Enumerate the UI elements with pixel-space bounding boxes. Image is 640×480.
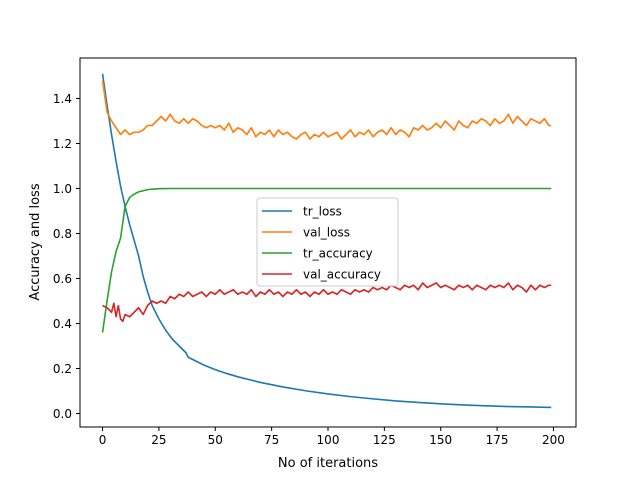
- x-tick-label: 0: [99, 433, 107, 447]
- legend-label-val_accuracy: val_accuracy: [303, 268, 381, 282]
- series-line-tr_loss: [101, 73, 552, 409]
- legend-label-val_loss: val_loss: [303, 226, 350, 240]
- series-line-tr_accuracy: [101, 187, 552, 333]
- y-tick-label: 1.4: [53, 92, 72, 106]
- series-line-val_loss: [101, 80, 552, 140]
- y-tick-label: 1.2: [53, 137, 72, 151]
- plot-frame: [79, 57, 577, 428]
- legend: tr_loss val_loss tr_accuracy val_accuracy: [256, 197, 399, 287]
- x-tick-label: 25: [151, 433, 166, 447]
- y-tick-label: 0.4: [53, 317, 72, 331]
- y-axis-ticks: 0.0 0.2 0.4 0.6 0.8 1.0 1.2 1.4: [53, 92, 80, 421]
- x-axis-label: No of iterations: [278, 456, 378, 471]
- series-layer: [101, 73, 552, 409]
- y-tick-label: 1.0: [53, 182, 72, 196]
- x-tick-label: 50: [208, 433, 223, 447]
- x-tick-label: 100: [317, 433, 340, 447]
- legend-box: [256, 197, 399, 287]
- y-axis-label: Accuracy and loss: [28, 183, 43, 300]
- y-tick-label: 0.2: [53, 362, 72, 376]
- x-tick-label: 75: [264, 433, 279, 447]
- x-tick-label: 150: [429, 433, 452, 447]
- y-tick-label: 0.0: [53, 407, 72, 421]
- x-tick-label: 175: [486, 433, 509, 447]
- y-tick-label: 0.8: [53, 227, 72, 241]
- x-tick-label: 200: [542, 433, 565, 447]
- legend-label-tr_loss: tr_loss: [303, 205, 342, 219]
- legend-label-tr_accuracy: tr_accuracy: [303, 247, 373, 261]
- x-tick-label: 125: [373, 433, 396, 447]
- x-axis-ticks: 0 25 50 75 100 125 150 175 200: [99, 427, 565, 447]
- series-line-val_accuracy: [102, 282, 552, 323]
- y-tick-label: 0.6: [53, 272, 72, 286]
